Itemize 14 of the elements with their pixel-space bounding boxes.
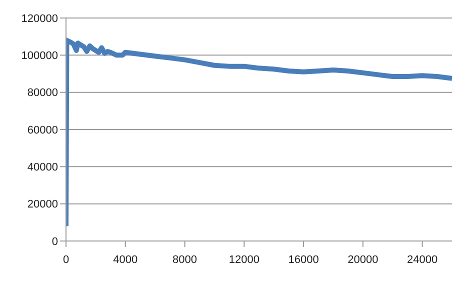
y-tick-label: 0 [52,236,58,248]
x-tick-label: 16000 [288,254,319,266]
x-tick-label: 24000 [407,254,438,266]
y-tick-label: 80000 [27,87,58,100]
y-tick-label: 120000 [21,12,58,25]
x-tick-label: 20000 [348,254,378,266]
x-tick-label: 0 [62,254,70,266]
y-tick-label: 40000 [27,162,58,174]
x-tick-label: 12000 [228,254,260,266]
y-tick-label: 60000 [27,124,58,136]
x-tick-label: 8000 [172,254,198,266]
y-tick-label: 20000 [27,198,58,211]
y-tick-label: 100000 [21,50,58,62]
x-tick-label: 4000 [113,254,138,266]
